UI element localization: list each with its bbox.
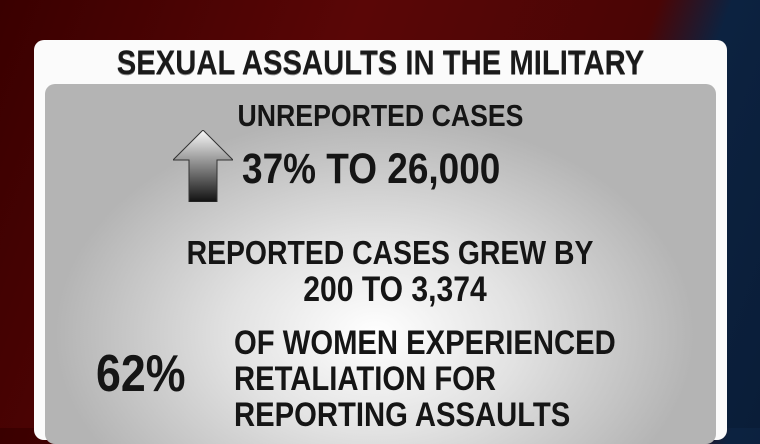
retaliation-line-1: OF WOMEN EXPERIENCED bbox=[234, 324, 616, 362]
unreported-heading: UNREPORTED CASES bbox=[237, 98, 524, 133]
reported-line-1: REPORTED CASES GREW BY bbox=[186, 234, 594, 271]
reported-line-2: 200 TO 3,374 bbox=[303, 270, 487, 309]
retaliation-percent: 62% bbox=[96, 345, 186, 403]
retaliation-line-2: RETALIATION FOR bbox=[234, 360, 497, 398]
graphic-title: SEXUAL ASSAULTS IN THE MILITARY bbox=[116, 44, 645, 82]
content-panel bbox=[45, 84, 716, 444]
up-arrow-icon bbox=[173, 130, 233, 202]
unreported-value: 37% TO 26,000 bbox=[242, 145, 501, 193]
retaliation-line-3: REPORTING ASSAULTS bbox=[234, 396, 571, 434]
